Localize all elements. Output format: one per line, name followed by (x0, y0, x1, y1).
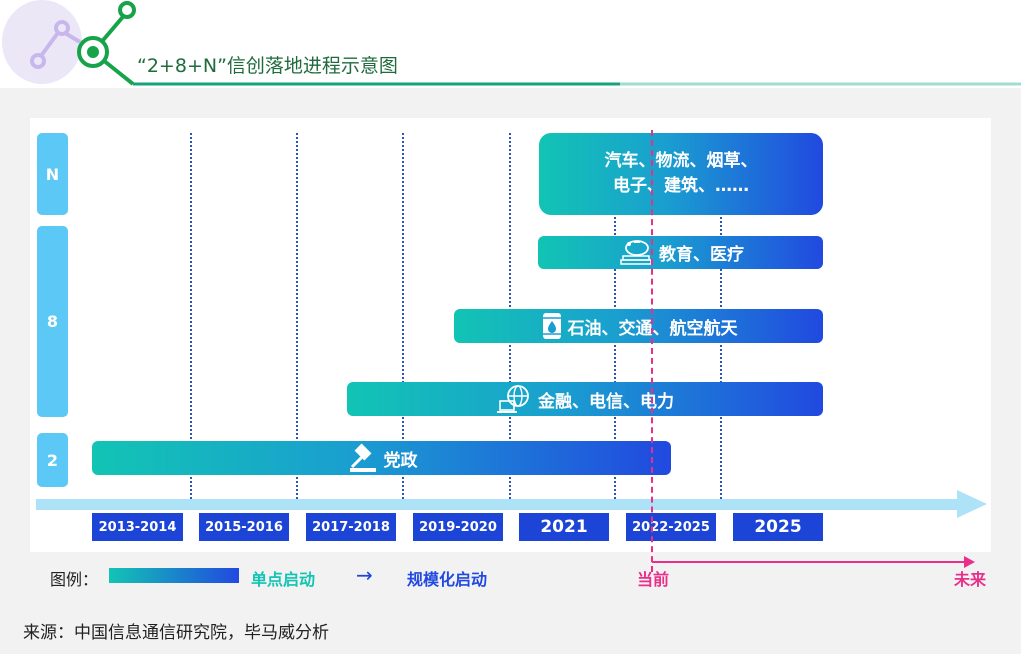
year-label: 2025 (733, 513, 823, 541)
timeline-guide-line (296, 133, 298, 503)
timeline-arrow-head (957, 490, 987, 518)
industry-bar-government: 党政 (92, 441, 671, 475)
future-arrow-head (964, 556, 975, 568)
industry-bar-energy: 石油、交通、航空航天 (454, 309, 823, 343)
industry-bar-n: 汽车、物流、烟草、 电子、建筑、…… (539, 133, 823, 215)
legend-label: 图例： (50, 570, 99, 589)
legend-arrow: → (356, 563, 373, 587)
current-marker-line (651, 130, 653, 572)
level-2-box: 2 (37, 433, 68, 487)
network-logo-icon (30, 1, 1021, 86)
year-label: 2021 (519, 513, 609, 541)
bar-label: 教育、医疗 (659, 245, 744, 265)
bar-label-line-1: 汽车、物流、烟草、 (604, 151, 758, 171)
year-label: 2017-2018 (306, 513, 396, 541)
year-label: 2019-2020 (413, 513, 503, 541)
level-n-box: N (37, 133, 68, 215)
year-label: 2013-2014 (92, 513, 183, 541)
piggy-bank-books-icon (617, 238, 655, 268)
legend-gradient-swatch (109, 568, 239, 583)
bar-label-line-2: 电子、建筑、…… (613, 176, 749, 196)
page-title: “2+8+N”信创落地进程示意图 (137, 55, 398, 77)
future-label: 未来 (954, 570, 987, 589)
oil-barrel-icon (540, 311, 564, 341)
legend-scale: 规模化启动 (407, 570, 488, 589)
year-label: 2022-2025 (626, 513, 716, 541)
year-label: 2015-2016 (199, 513, 289, 541)
timeline-arrow (36, 499, 960, 510)
gavel-icon (346, 443, 380, 473)
source-note: 来源：中国信息通信研究院，毕马威分析 (23, 623, 329, 643)
level-8-box: 8 (37, 226, 68, 417)
current-label: 当前 (637, 570, 670, 589)
timeline-guide-line (190, 133, 192, 503)
bar-label: 金融、电信、电力 (538, 391, 674, 412)
decorative-circle (2, 0, 82, 84)
legend-single-point: 单点启动 (251, 570, 316, 589)
future-arrow-line (652, 561, 970, 563)
globe-laptop-icon (496, 383, 534, 415)
bar-label: 党政 (383, 450, 418, 471)
timeline-guide-line (402, 133, 404, 503)
industry-bar-finance: 金融、电信、电力 (347, 382, 823, 416)
industry-bar-education: 教育、医疗 (538, 236, 823, 269)
header: “2+8+N”信创落地进程示意图 (0, 0, 1021, 88)
